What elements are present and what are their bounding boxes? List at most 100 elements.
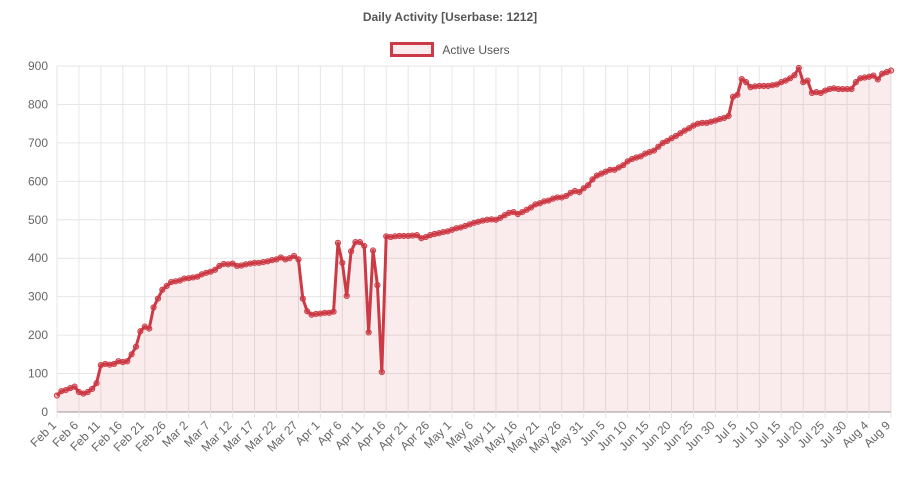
data-point [168,278,175,286]
data-point [110,360,118,368]
data-point [211,266,219,273]
data-point [128,351,135,358]
data-point [369,247,377,254]
y-tick-label: 600 [28,174,48,188]
data-point [431,230,438,238]
data-point [146,325,153,332]
data-point [268,257,276,264]
data-point [220,260,227,268]
data-point [84,388,91,396]
data-point [356,238,363,246]
data-point [870,72,877,79]
data-point [396,232,403,240]
data-point [580,185,587,192]
data-point [247,260,254,267]
data-point [672,132,680,140]
data-point [804,77,811,84]
y-tick-label: 500 [28,213,48,227]
data-point [760,82,767,90]
data-point [409,232,416,239]
data-point [290,252,298,260]
legend-swatch [390,42,435,57]
data-point [479,217,486,224]
data-point [181,275,188,282]
data-point [664,137,671,145]
data-point [637,153,644,160]
data-point [172,278,179,285]
data-point [699,119,706,127]
data-point [106,361,113,368]
data-point [685,125,693,132]
data-point [764,82,772,90]
data-point [124,358,131,365]
data-point [887,67,895,74]
data-point [53,392,61,399]
data-point [650,147,658,154]
data-point [861,74,868,81]
data-point [150,304,157,311]
y-tick-label: 0 [41,405,48,419]
data-point [312,310,320,318]
data-point [835,85,842,93]
data-point [440,228,447,236]
data-point [330,308,337,315]
y-tick-label: 800 [28,97,48,111]
data-point [132,343,140,350]
data-point [365,329,372,336]
data-point [304,308,311,315]
data-point [506,209,513,216]
data-point [260,258,267,266]
data-point [233,262,241,270]
data-point [563,192,570,200]
data-point [769,82,776,89]
data-point [317,310,324,317]
data-point [163,282,170,289]
legend-label: Active Users [442,42,510,57]
data-point [743,79,750,86]
data-point [751,83,759,90]
data-point [677,130,684,137]
data-point [484,216,491,223]
y-tick-label: 900 [28,59,48,73]
data-point [527,204,535,211]
data-point [738,75,745,83]
data-point [189,274,197,281]
data-point [137,328,144,335]
data-point [405,232,412,240]
data-point [589,176,596,183]
data-point [808,89,816,97]
data-point [791,72,798,79]
data-point [694,120,701,127]
data-point [655,143,662,150]
legend[interactable]: Active Users [0,42,900,57]
data-point [295,256,302,263]
data-point [725,112,732,120]
data-point [795,64,802,72]
data-point [585,182,592,189]
series-area [57,67,891,413]
data-point [71,383,78,390]
data-point [497,214,504,221]
data-point [159,286,166,293]
data-point [102,360,109,368]
data-point [321,309,328,316]
data-point [383,233,390,240]
y-tick-label: 300 [28,290,48,304]
data-point [352,238,359,246]
data-point [308,311,315,318]
data-point [154,295,162,302]
y-tick-label: 200 [28,328,48,342]
data-point [361,242,368,250]
data-point [115,358,122,365]
y-tick-label: 700 [28,136,48,150]
data-point [830,85,838,92]
data-point [242,261,249,268]
data-point [554,194,561,201]
data-point [857,75,864,82]
data-point [734,91,741,98]
data-point [488,216,495,223]
y-tick-label: 100 [28,367,48,381]
data-point [251,259,258,266]
